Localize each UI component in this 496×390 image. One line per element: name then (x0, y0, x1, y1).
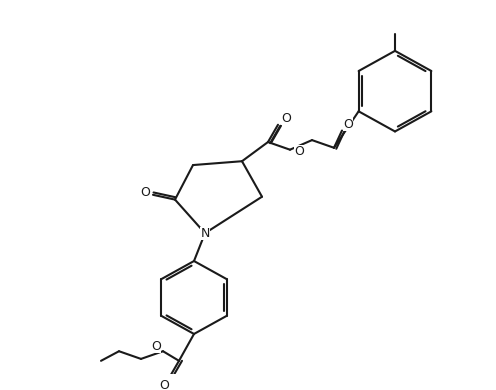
Text: O: O (140, 186, 150, 199)
Text: O: O (151, 340, 161, 353)
Text: O: O (159, 379, 169, 390)
Text: O: O (343, 118, 353, 131)
Text: O: O (294, 145, 304, 158)
Text: O: O (281, 112, 291, 126)
Text: N: N (200, 227, 210, 240)
